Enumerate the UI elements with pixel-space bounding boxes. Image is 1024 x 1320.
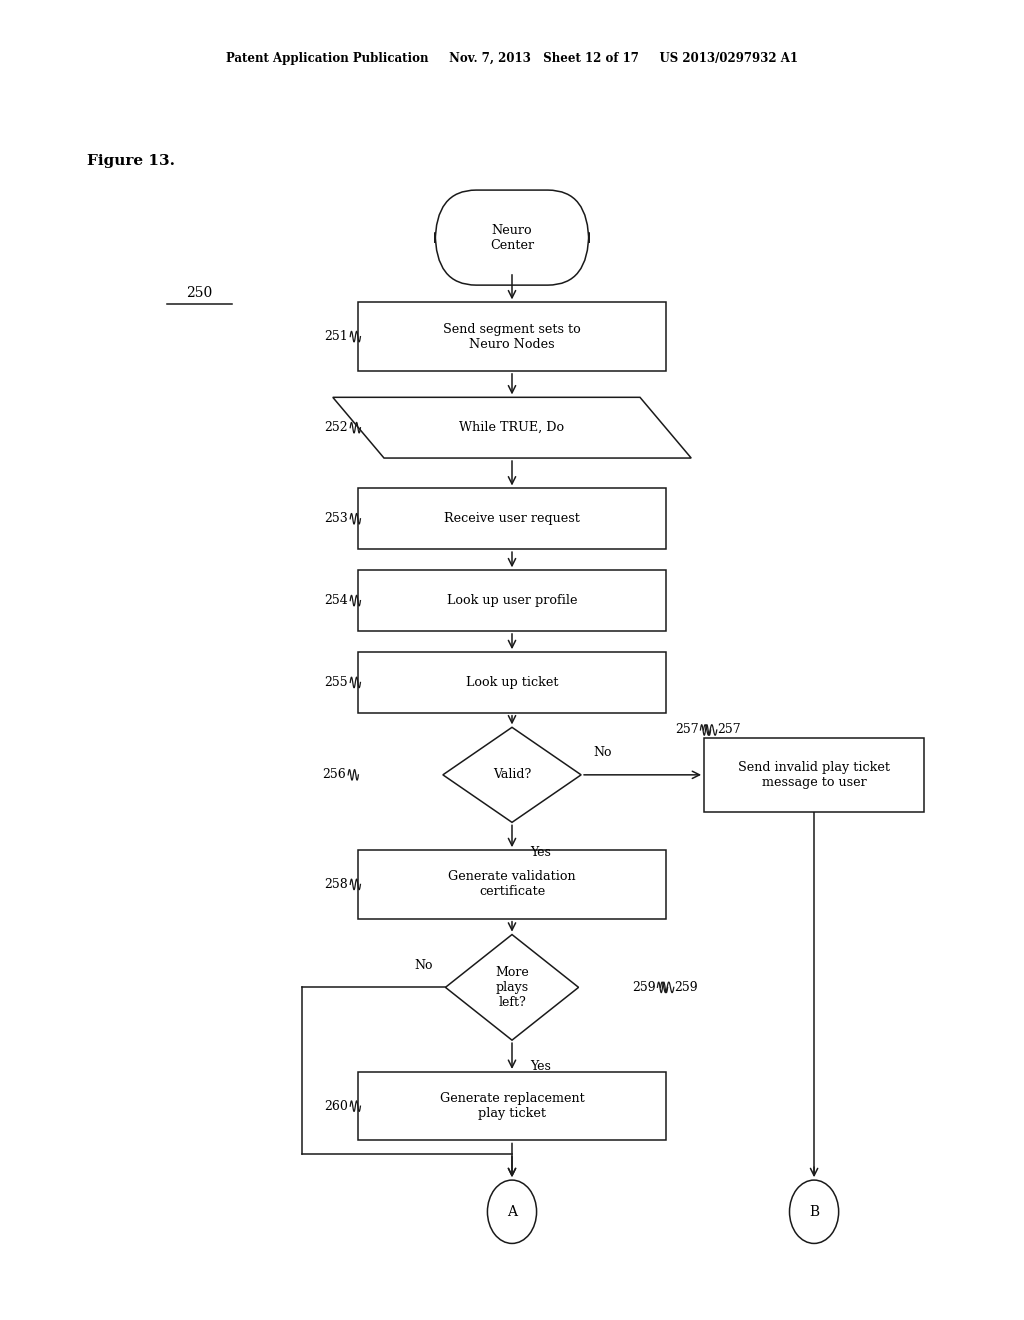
- Circle shape: [487, 1180, 537, 1243]
- Text: 259: 259: [632, 981, 655, 994]
- Text: Figure 13.: Figure 13.: [87, 154, 175, 168]
- Text: 250: 250: [186, 285, 213, 300]
- Text: B: B: [809, 1205, 819, 1218]
- Text: 251: 251: [325, 330, 348, 343]
- Text: 255: 255: [325, 676, 348, 689]
- Text: Valid?: Valid?: [493, 768, 531, 781]
- Text: More
plays
left?: More plays left?: [496, 966, 528, 1008]
- Text: While TRUE, Do: While TRUE, Do: [460, 421, 564, 434]
- Text: 259: 259: [674, 981, 697, 994]
- Text: 260: 260: [325, 1100, 348, 1113]
- FancyBboxPatch shape: [358, 850, 666, 919]
- Text: 252: 252: [325, 421, 348, 434]
- Text: Yes: Yes: [530, 1060, 551, 1073]
- Text: Send segment sets to
Neuro Nodes: Send segment sets to Neuro Nodes: [443, 322, 581, 351]
- Text: A: A: [507, 1205, 517, 1218]
- Text: Generate validation
certificate: Generate validation certificate: [449, 870, 575, 899]
- FancyBboxPatch shape: [358, 1072, 666, 1140]
- Text: Neuro
Center: Neuro Center: [489, 223, 535, 252]
- Text: 253: 253: [325, 512, 348, 525]
- Text: No: No: [415, 958, 433, 972]
- Text: 254: 254: [325, 594, 348, 607]
- FancyBboxPatch shape: [358, 488, 666, 549]
- FancyBboxPatch shape: [358, 302, 666, 371]
- Circle shape: [790, 1180, 839, 1243]
- Text: Generate replacement
play ticket: Generate replacement play ticket: [439, 1092, 585, 1121]
- Text: Patent Application Publication     Nov. 7, 2013   Sheet 12 of 17     US 2013/029: Patent Application Publication Nov. 7, 2…: [226, 51, 798, 65]
- Polygon shape: [445, 935, 579, 1040]
- FancyBboxPatch shape: [358, 652, 666, 713]
- Text: 257: 257: [717, 723, 740, 737]
- FancyBboxPatch shape: [358, 570, 666, 631]
- Text: Look up ticket: Look up ticket: [466, 676, 558, 689]
- Polygon shape: [442, 727, 582, 822]
- Text: Send invalid play ticket
message to user: Send invalid play ticket message to user: [738, 760, 890, 789]
- Text: No: No: [594, 746, 612, 759]
- Text: Receive user request: Receive user request: [444, 512, 580, 525]
- FancyBboxPatch shape: [705, 738, 924, 812]
- Text: 256: 256: [323, 768, 346, 781]
- Text: Yes: Yes: [530, 846, 551, 859]
- FancyBboxPatch shape: [435, 190, 589, 285]
- Text: Look up user profile: Look up user profile: [446, 594, 578, 607]
- Text: 257: 257: [675, 723, 698, 737]
- Text: 258: 258: [325, 878, 348, 891]
- Polygon shape: [333, 397, 691, 458]
